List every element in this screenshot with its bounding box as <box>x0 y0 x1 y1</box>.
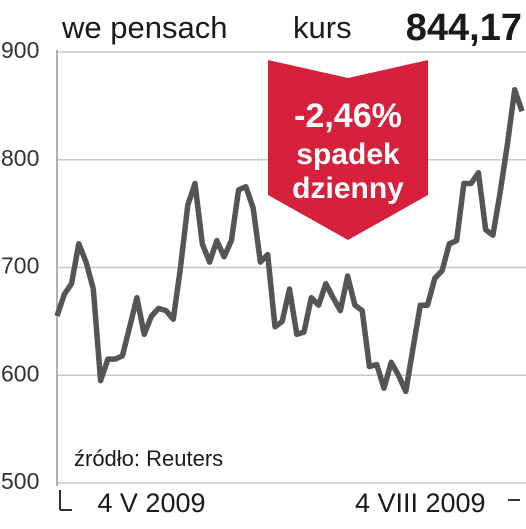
annotation: dzienny <box>292 172 404 205</box>
annotation: -2,46% <box>294 97 402 135</box>
price-value: 844,17 <box>406 7 522 49</box>
y-tick-label: 800 <box>1 145 39 171</box>
chart-title: we pensach <box>61 10 227 45</box>
x-tick-label: 4 VIII 2009 <box>355 488 486 518</box>
annotation-arrow <box>268 60 428 240</box>
source: źródło: Reuters <box>74 446 223 471</box>
y-tick-label: 700 <box>1 253 39 279</box>
y-tick-label: 500 <box>1 468 39 494</box>
grid <box>57 51 526 484</box>
line <box>54 86 525 395</box>
x-tick-label: 4 V 2009 <box>97 488 205 518</box>
y-tick-label: 900 <box>1 37 39 63</box>
price-label: kurs <box>293 10 352 45</box>
y-tick-label: 600 <box>1 360 39 386</box>
annotation: spadek <box>296 138 400 171</box>
plot <box>54 86 525 395</box>
